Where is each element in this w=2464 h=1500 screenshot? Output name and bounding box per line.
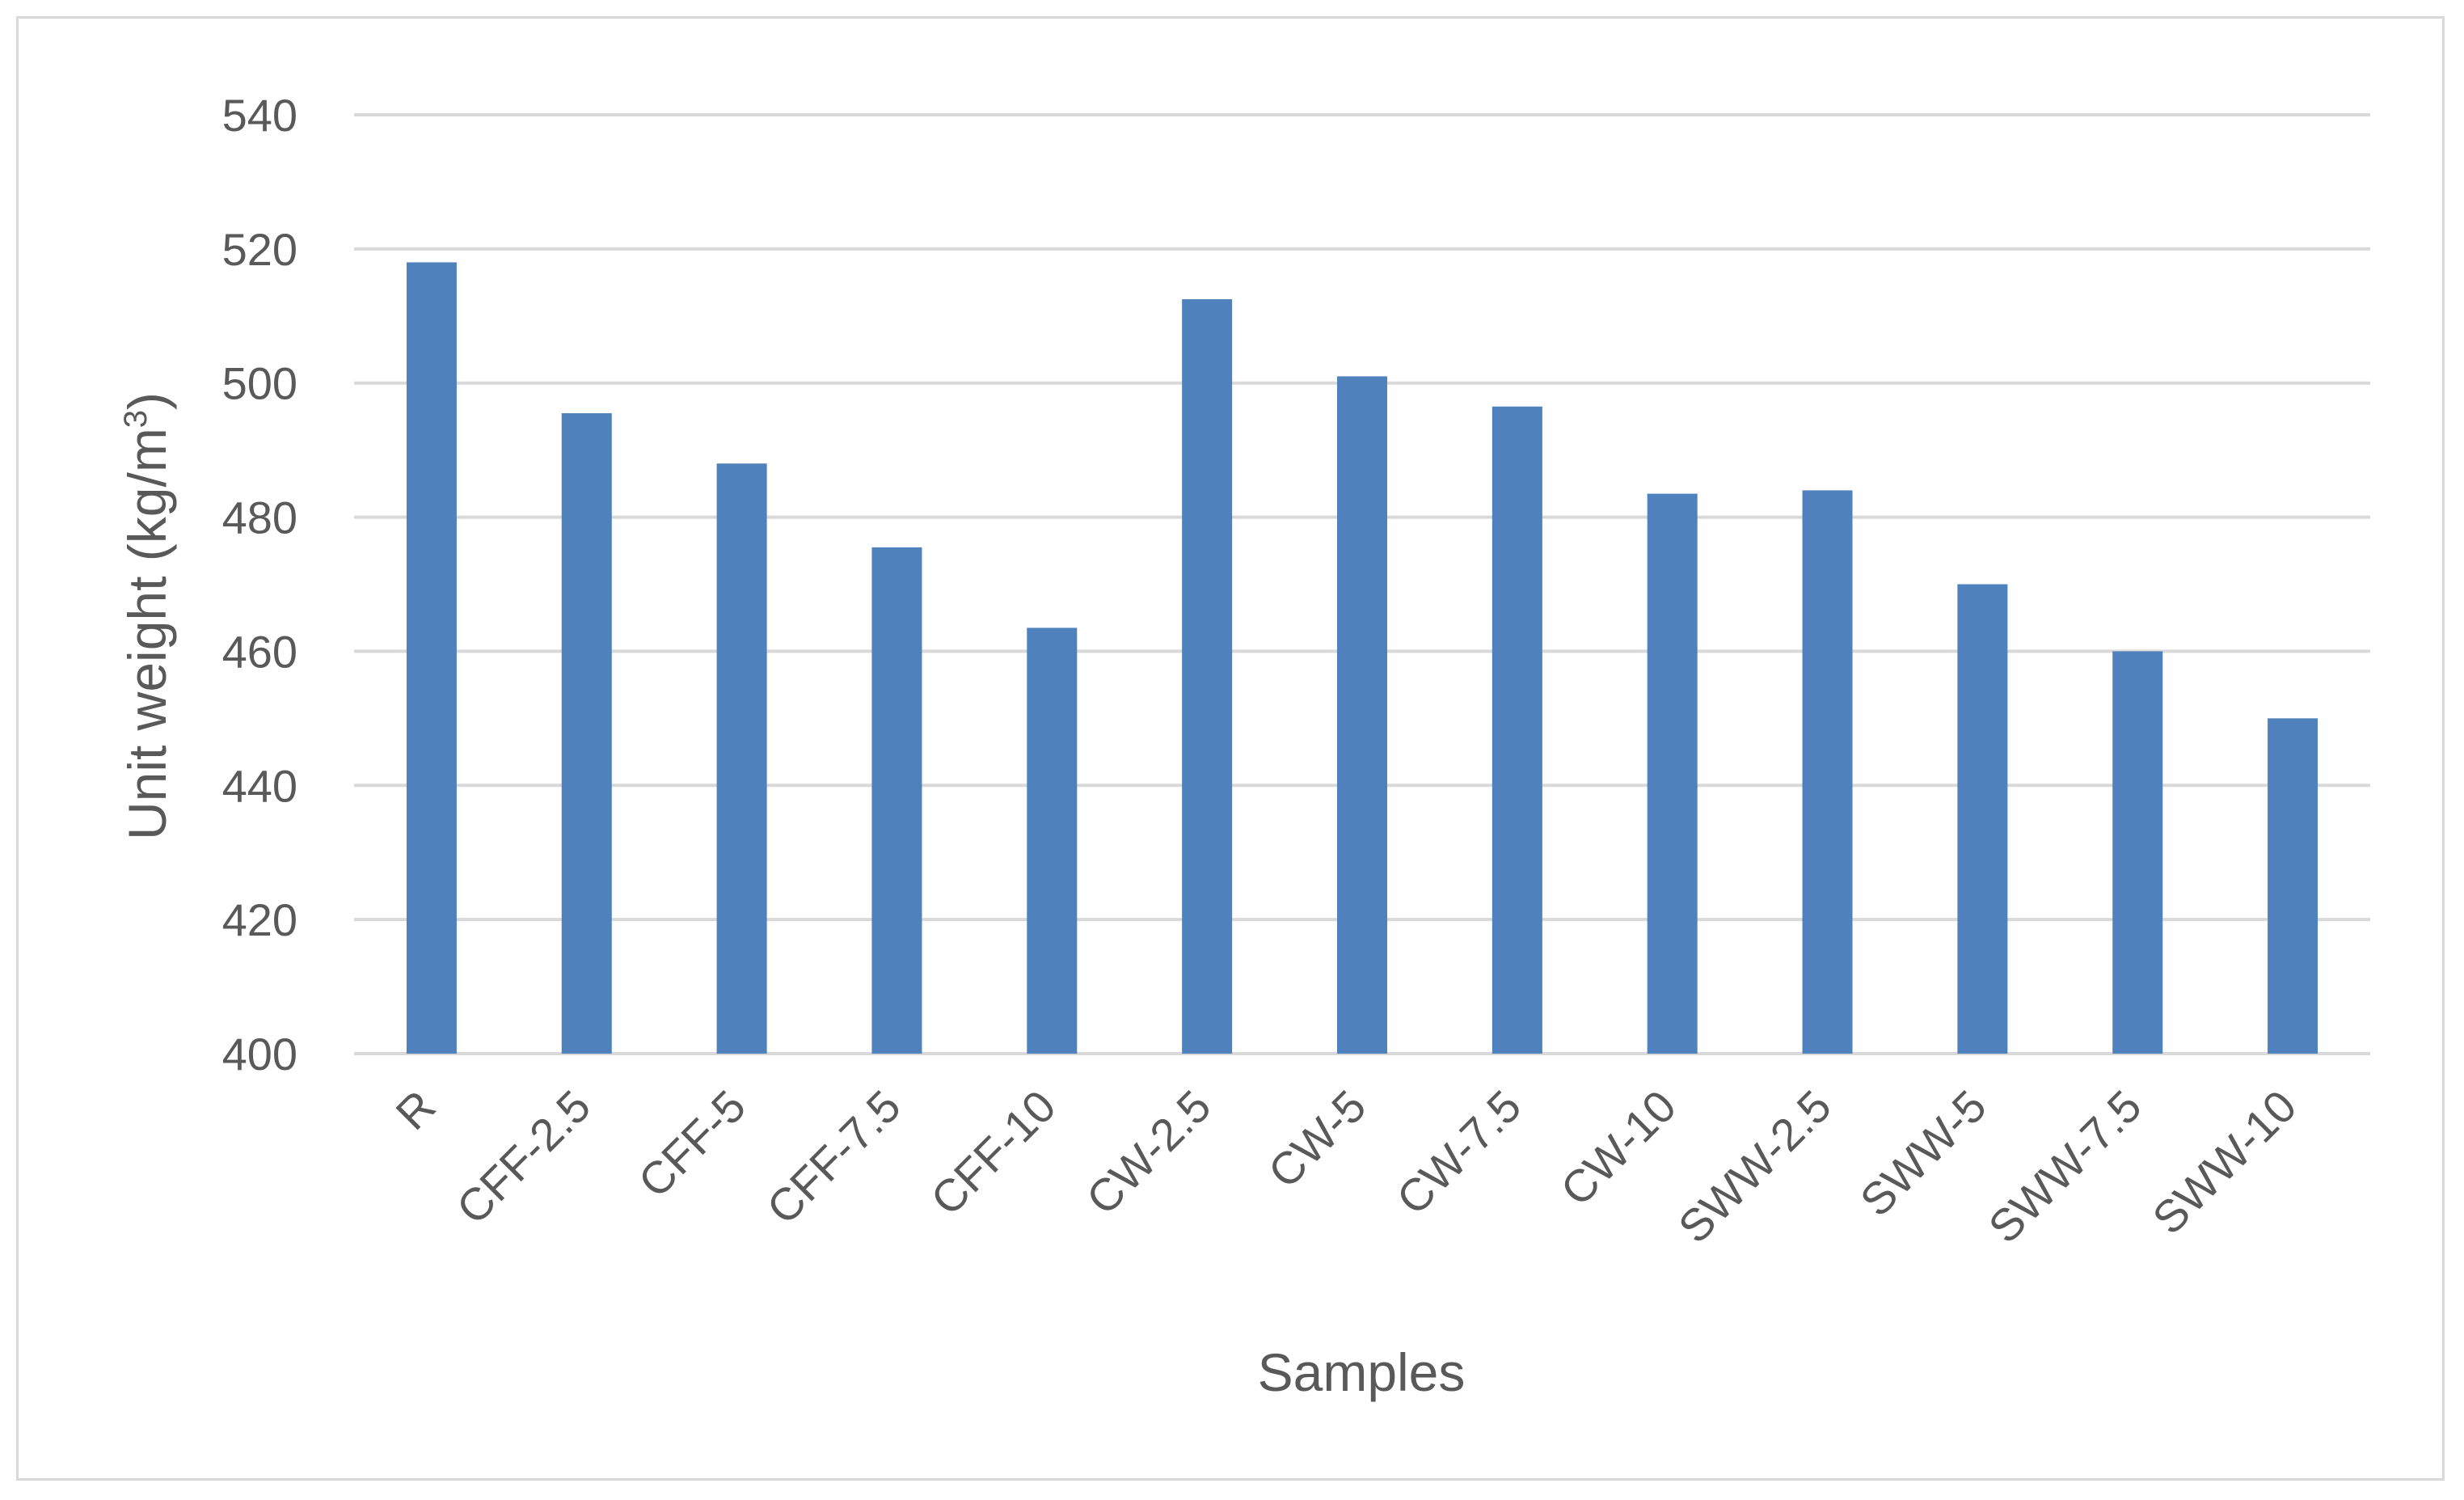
y-tick-label: 400 xyxy=(222,1029,297,1080)
x-tick-label-sww-7.5: SWW-7.5 xyxy=(1978,1080,2150,1253)
x-tick-labels: R CFF-2.5 CFF-5 CFF-7.5 CFF-10 CW-2.5 CW-5 CW-7… xyxy=(386,1080,2306,1253)
bar-sww-2.5 xyxy=(1802,490,1853,1054)
x-tick-label-sww-5: SWW-5 xyxy=(1850,1080,1996,1226)
x-tick-label-cw-7.5: CW-7.5 xyxy=(1386,1080,1530,1224)
y-axis-title-superscript: 3 xyxy=(118,410,154,428)
y-tick-label: 460 xyxy=(222,626,297,677)
bar-cw-7.5 xyxy=(1491,406,1542,1054)
y-tick-labels: 400 420 440 460 480 500 520 540 xyxy=(222,90,297,1080)
x-tick-label-cff-5: CFF-5 xyxy=(628,1080,755,1207)
y-tick-label: 540 xyxy=(222,90,297,141)
bar-cw-5 xyxy=(1337,376,1387,1054)
y-axis-title-end: ) xyxy=(117,392,177,410)
y-tick-label: 520 xyxy=(222,224,297,275)
x-tick-label-cff-2.5: CFF-2.5 xyxy=(446,1080,600,1234)
bar-cff-10 xyxy=(1027,627,1078,1054)
bar-sww-10 xyxy=(2268,718,2318,1054)
bars xyxy=(406,262,2318,1054)
bar-sww-7.5 xyxy=(2112,651,2163,1054)
x-tick-label-cw-2.5: CW-2.5 xyxy=(1077,1080,1221,1224)
x-tick-label-cff-10: CFF-10 xyxy=(921,1080,1065,1225)
bar-cw-2.5 xyxy=(1182,299,1233,1054)
y-axis-title: Unit weight (kg/m3) xyxy=(117,392,177,840)
bar-cff-5 xyxy=(716,463,767,1054)
x-tick-label-r: R xyxy=(386,1080,445,1139)
y-tick-label: 500 xyxy=(222,358,297,409)
y-tick-label: 440 xyxy=(222,760,297,811)
bar-r xyxy=(406,262,457,1054)
bar-cw-10 xyxy=(1647,493,1698,1054)
x-axis-title: Samples xyxy=(1258,1342,1466,1402)
bar-sww-5 xyxy=(1957,584,2008,1054)
x-tick-label-cw-5: CW-5 xyxy=(1258,1080,1375,1198)
y-axis-title-main: Unit weight (kg/m xyxy=(117,428,177,840)
x-tick-label-sww-10: SWW-10 xyxy=(2142,1080,2306,1244)
bar-cff-2.5 xyxy=(561,413,612,1054)
bar-cff-7.5 xyxy=(871,547,922,1054)
y-tick-label: 480 xyxy=(222,492,297,543)
x-tick-label-sww-2.5: SWW-2.5 xyxy=(1669,1080,1841,1253)
gridlines xyxy=(354,113,2370,1055)
y-tick-label: 420 xyxy=(222,894,297,945)
chart-frame xyxy=(16,16,2445,1481)
x-tick-label-cw-10: CW-10 xyxy=(1551,1080,1686,1215)
x-tick-label-cff-7.5: CFF-7.5 xyxy=(757,1080,910,1234)
